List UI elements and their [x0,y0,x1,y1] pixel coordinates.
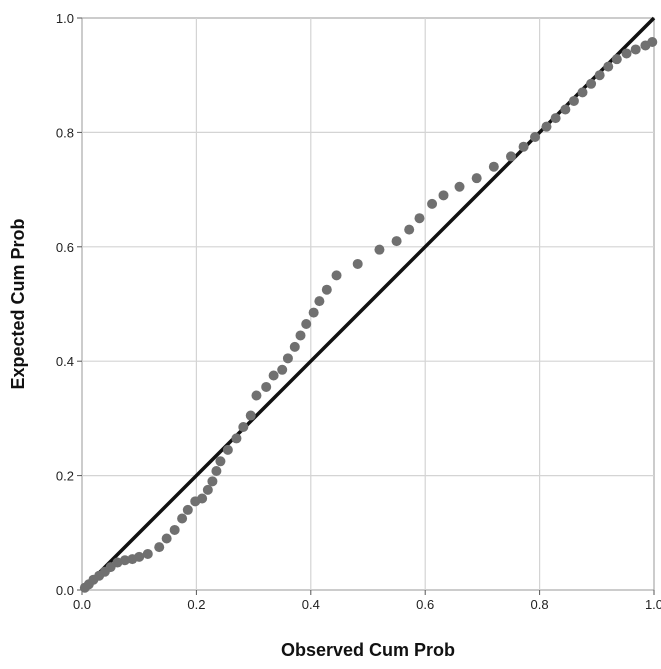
data-point [560,104,571,115]
data-point [277,364,288,375]
y-axis-ticks: 0.0 0.2 0.4 0.6 0.8 1.0 [56,11,82,598]
data-point [215,456,226,467]
data-point [374,244,385,255]
data-point [169,524,180,535]
data-point [321,284,332,295]
data-point [488,161,499,172]
data-point [352,258,363,269]
data-point [391,236,402,247]
data-point [331,270,342,281]
data-point [154,542,165,553]
data-point [222,444,233,455]
data-point [471,173,482,184]
data-point [541,121,552,132]
data-point [611,54,622,65]
data-point [314,296,325,307]
y-tick-label: 0.0 [56,583,74,598]
data-point [207,476,218,487]
data-point [282,353,293,364]
data-point [586,78,597,89]
data-point [231,433,242,444]
y-tick-label: 0.6 [56,240,74,255]
data-point [245,410,256,421]
data-point [647,37,658,48]
data-point [268,370,279,381]
y-tick-label: 0.4 [56,354,74,369]
data-point [308,307,319,318]
data-point [577,87,588,98]
data-point [289,341,300,352]
data-point [301,319,312,330]
x-axis-ticks: 0.0 0.2 0.4 0.6 0.8 1.0 [73,590,661,612]
data-point [134,551,145,562]
data-point [238,421,249,432]
x-axis-title: Observed Cum Prob [281,640,455,660]
data-point [568,95,579,106]
data-point [211,466,222,477]
data-point [177,513,188,524]
data-point [550,113,561,124]
y-tick-label: 1.0 [56,11,74,26]
data-points [79,37,658,593]
data-point [197,493,208,504]
y-tick-label: 0.8 [56,125,74,140]
data-point [438,190,449,201]
x-tick-label: 0.0 [73,597,91,612]
data-point [161,533,172,544]
x-tick-label: 0.8 [531,597,549,612]
x-tick-label: 0.6 [416,597,434,612]
data-point [630,44,641,55]
y-tick-label: 0.2 [56,469,74,484]
data-point [251,390,262,401]
data-point [182,504,193,515]
x-tick-label: 0.4 [302,597,320,612]
data-point [506,151,516,162]
data-point [404,224,415,235]
data-point [621,48,632,59]
y-axis-title: Expected Cum Prob [8,218,28,389]
data-point [518,141,529,152]
data-point [295,330,306,341]
gridlines [82,18,654,590]
data-point [202,484,213,495]
data-point [594,70,605,81]
data-point [530,131,541,142]
data-point [142,548,153,559]
data-point [603,61,614,72]
x-tick-label: 0.2 [187,597,205,612]
data-point [414,213,425,224]
data-point [261,381,272,392]
data-point [427,198,438,209]
x-tick-label: 1.0 [645,597,661,612]
data-point [454,181,465,192]
reference-line [80,16,656,592]
data-point [119,555,130,566]
